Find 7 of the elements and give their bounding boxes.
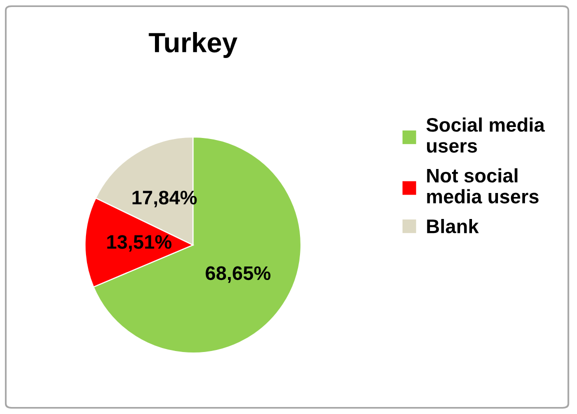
data-label: 17,84% [132, 190, 197, 208]
legend-label: Not social media users [427, 168, 539, 204]
data-label: 13,51% [107, 235, 172, 252]
data-label: 68,65% [206, 266, 270, 283]
legend-label: Social media users [426, 118, 545, 153]
chart-title: Turkey [148, 32, 238, 58]
legend-label: Blank [427, 218, 479, 234]
